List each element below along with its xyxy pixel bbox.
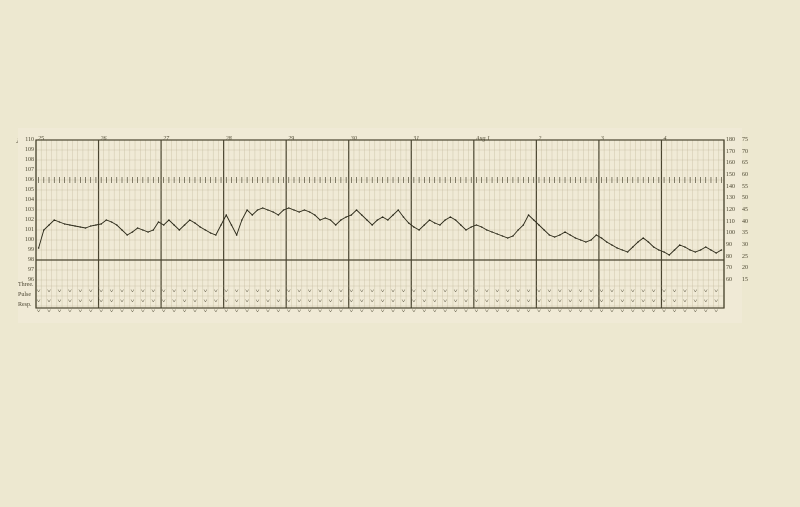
temp-axis-label: 105 <box>20 187 34 193</box>
bottom-row-label: Pulse <box>18 292 31 298</box>
pulse-axis-label: 140 <box>726 184 740 190</box>
temp-axis-label: 101 <box>20 227 34 233</box>
temp-axis-label: 97 <box>20 267 34 273</box>
pulse-axis-label: 120 <box>726 207 740 213</box>
pulse-axis-label: 110 <box>726 219 740 225</box>
pulse-axis-label: 70 <box>726 265 740 271</box>
resp-axis-label: 40 <box>742 219 756 225</box>
date-label: 31 <box>413 136 419 142</box>
resp-axis-label: 30 <box>742 242 756 248</box>
pulse-axis-label: 150 <box>726 172 740 178</box>
resp-axis-label: 35 <box>742 230 756 236</box>
pulse-axis-label: 80 <box>726 254 740 260</box>
pulse-axis-label: 130 <box>726 195 740 201</box>
temp-axis-label: 110 <box>20 137 34 143</box>
resp-axis-label: 65 <box>742 160 756 166</box>
pulse-axis-label: 160 <box>726 160 740 166</box>
bottom-row-label: Resp. <box>18 302 32 308</box>
resp-axis-label: 70 <box>742 149 756 155</box>
temperature-chart <box>18 128 742 323</box>
date-label: 2 <box>538 136 541 142</box>
date-label: Aug 1 <box>476 136 490 142</box>
temp-axis-label: 106 <box>20 177 34 183</box>
pulse-axis-label: 180 <box>726 137 740 143</box>
temp-axis-label: 107 <box>20 167 34 173</box>
pulse-axis-label: 60 <box>726 277 740 283</box>
bottom-row-label: Three. <box>18 282 34 288</box>
temp-axis-label: 104 <box>20 197 34 203</box>
resp-axis-label: 20 <box>742 265 756 271</box>
temp-axis-label: 98 <box>20 257 34 263</box>
temp-axis-label: 109 <box>20 147 34 153</box>
resp-axis-label: 50 <box>742 195 756 201</box>
temp-axis-label: 108 <box>20 157 34 163</box>
temp-axis-label: 103 <box>20 207 34 213</box>
date-label: 26 <box>101 136 107 142</box>
temp-axis-label: 99 <box>20 247 34 253</box>
resp-axis-label: 25 <box>742 254 756 260</box>
date-label: 30 <box>351 136 357 142</box>
date-label: 29 <box>288 136 294 142</box>
resp-axis-label: 55 <box>742 184 756 190</box>
date-label: 4 <box>663 136 666 142</box>
temp-axis-label: 100 <box>20 237 34 243</box>
date-label: 28 <box>226 136 232 142</box>
resp-axis-label: 45 <box>742 207 756 213</box>
resp-axis-label: 15 <box>742 277 756 283</box>
resp-axis-label: 60 <box>742 172 756 178</box>
pulse-axis-label: 170 <box>726 149 740 155</box>
pulse-axis-label: 90 <box>726 242 740 248</box>
temp-axis-label: 102 <box>20 217 34 223</box>
date-label: 27 <box>163 136 169 142</box>
resp-axis-label: 75 <box>742 137 756 143</box>
date-label: 25 <box>38 136 44 142</box>
pulse-axis-label: 100 <box>726 230 740 236</box>
date-label: 3 <box>601 136 604 142</box>
